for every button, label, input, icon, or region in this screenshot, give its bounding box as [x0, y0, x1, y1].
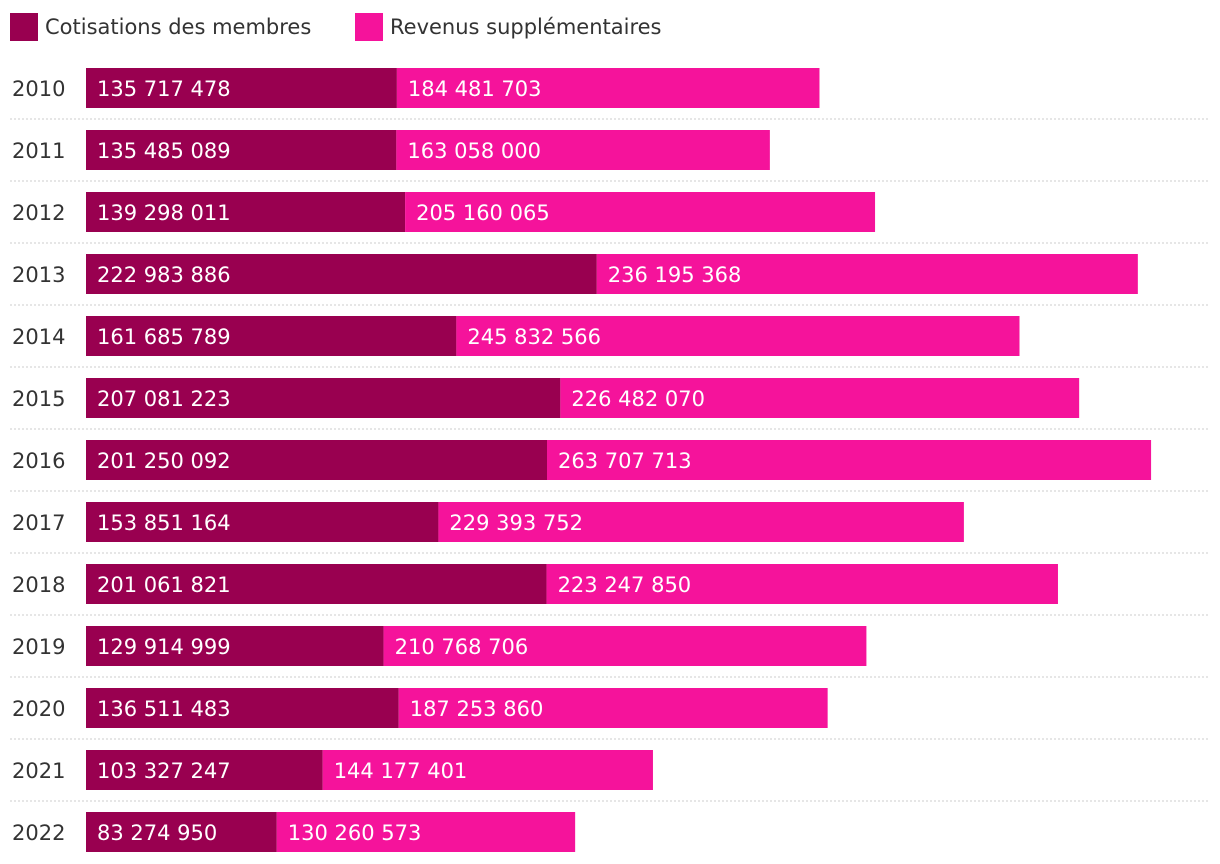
bar-value-label: 222 983 886 [97, 263, 231, 287]
bar-value-label: 130 260 573 [288, 821, 422, 845]
year-label: 2019 [12, 635, 65, 659]
bar-segment [86, 316, 457, 356]
bar-segment [456, 316, 1020, 356]
bar-segment [86, 564, 547, 604]
bar-value-label: 144 177 401 [334, 759, 468, 783]
bar-value-label: 263 707 713 [558, 449, 692, 473]
bar-row: 2016 201 250 092 263 707 713 [12, 440, 1152, 480]
bar-segment [86, 192, 406, 232]
bar-segment [86, 378, 561, 418]
bar-segment [405, 192, 876, 232]
bar-segment [86, 502, 439, 542]
bar-value-label: 223 247 850 [558, 573, 692, 597]
bar-value-label: 135 717 478 [97, 77, 231, 101]
bar-row: 2021 103 327 247 144 177 401 [12, 750, 653, 790]
bar-value-label: 184 481 703 [408, 77, 542, 101]
legend-swatch [10, 13, 38, 41]
bar-value-label: 236 195 368 [608, 263, 742, 287]
bar-value-label: 135 485 089 [97, 139, 231, 163]
chart-rows: 2010 135 717 478 184 481 703 2011 135 485 08… [10, 68, 1208, 852]
year-label: 2022 [12, 821, 65, 845]
year-label: 2017 [12, 511, 65, 535]
bar-value-label: 201 061 821 [97, 573, 231, 597]
bar-value-label: 207 081 223 [97, 387, 231, 411]
bar-segment [398, 688, 828, 728]
bar-segment [560, 378, 1080, 418]
bar-value-label: 229 393 752 [449, 511, 583, 535]
bar-row: 2022 83 274 950 130 260 573 [12, 812, 576, 852]
bar-segment [546, 564, 1058, 604]
bar-value-label: 83 274 950 [97, 821, 217, 845]
bar-row: 2015 207 081 223 226 482 070 [12, 378, 1080, 418]
bar-segment [86, 440, 548, 480]
legend-label: Revenus supplémentaires [390, 15, 661, 39]
bar-value-label: 136 511 483 [97, 697, 231, 721]
bar-value-label: 187 253 860 [410, 697, 544, 721]
bar-segment [396, 68, 820, 108]
year-label: 2012 [12, 201, 65, 225]
bar-value-label: 226 482 070 [571, 387, 705, 411]
bar-row: 2018 201 061 821 223 247 850 [12, 564, 1058, 604]
bar-value-label: 153 851 164 [97, 511, 231, 535]
bar-segment [86, 626, 384, 666]
bar-segment [86, 254, 597, 294]
bar-segment [86, 688, 399, 728]
bar-segment [86, 68, 397, 108]
legend-swatch [355, 13, 383, 41]
bar-segment [438, 502, 964, 542]
year-label: 2015 [12, 387, 65, 411]
bar-value-label: 129 914 999 [97, 635, 231, 659]
bar-segment [86, 750, 323, 790]
year-label: 2018 [12, 573, 65, 597]
bar-row: 2013 222 983 886 236 195 368 [12, 254, 1138, 294]
year-label: 2020 [12, 697, 65, 721]
bar-value-label: 163 058 000 [407, 139, 541, 163]
bar-value-label: 139 298 011 [97, 201, 231, 225]
bar-segment [86, 812, 277, 852]
bar-row: 2012 139 298 011 205 160 065 [12, 192, 876, 232]
bar-segment [547, 440, 1152, 480]
bar-row: 2019 129 914 999 210 768 706 [12, 626, 867, 666]
legend-label: Cotisations des membres [45, 15, 311, 39]
year-label: 2021 [12, 759, 65, 783]
year-label: 2011 [12, 139, 65, 163]
bar-value-label: 210 768 706 [395, 635, 529, 659]
bar-value-label: 161 685 789 [97, 325, 231, 349]
legend: Cotisations des membres Revenus supplémen… [10, 13, 661, 41]
year-label: 2013 [12, 263, 65, 287]
year-label: 2014 [12, 325, 65, 349]
bar-value-label: 201 250 092 [97, 449, 231, 473]
legend-item: Revenus supplémentaires [355, 13, 661, 41]
bar-segment [383, 626, 867, 666]
bar-row: 2017 153 851 164 229 393 752 [12, 502, 964, 542]
bar-value-label: 205 160 065 [416, 201, 550, 225]
bar-segment [322, 750, 653, 790]
legend-item: Cotisations des membres [10, 13, 311, 41]
bar-segment [86, 130, 397, 170]
bar-segment [276, 812, 576, 852]
bar-row: 2020 136 511 483 187 253 860 [12, 688, 828, 728]
bar-row: 2011 135 485 089 163 058 000 [12, 130, 770, 170]
bar-segment [596, 254, 1138, 294]
bar-value-label: 103 327 247 [97, 759, 231, 783]
bar-row: 2014 161 685 789 245 832 566 [12, 316, 1020, 356]
year-label: 2010 [12, 77, 65, 101]
year-label: 2016 [12, 449, 65, 473]
bar-row: 2010 135 717 478 184 481 703 [12, 68, 820, 108]
bar-value-label: 245 832 566 [467, 325, 601, 349]
bar-segment [396, 130, 770, 170]
